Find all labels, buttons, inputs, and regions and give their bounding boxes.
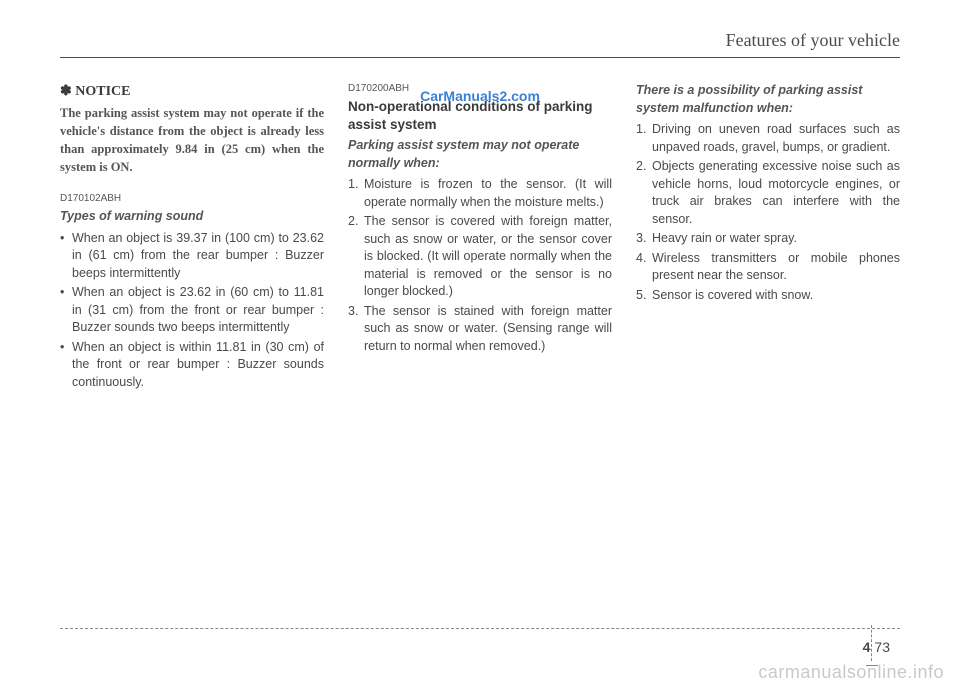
column-3: There is a possibility of parking assist… (636, 82, 900, 393)
column-2: D170200ABH Non-operational conditions of… (348, 82, 612, 393)
page-container: Features of your vehicle CarManuals2.com… (0, 0, 960, 393)
content-columns: ✽ NOTICE The parking assist system may n… (60, 82, 900, 393)
list-item: Driving on uneven road surfaces such as … (636, 121, 900, 156)
notice-body: The parking assist system may not operat… (60, 104, 324, 177)
list-item: When an object is within 11.81 in (30 cm… (60, 339, 324, 392)
bullet-list: When an object is 39.37 in (100 cm) to 2… (60, 230, 324, 392)
subheading-italic: Types of warning sound (60, 208, 324, 226)
list-item: When an object is 39.37 in (100 cm) to 2… (60, 230, 324, 283)
list-item: The sensor is stained with foreign matte… (348, 303, 612, 356)
numbered-list: Moisture is frozen to the sensor. (It wi… (348, 176, 612, 355)
page-number: 473 (863, 639, 890, 655)
notice-heading: ✽ NOTICE (60, 82, 324, 102)
list-item: Wireless transmitters or mobile phones p… (636, 250, 900, 285)
section-code: D170102ABH (60, 192, 324, 206)
watermark-bottom: carmanualsonline.info (758, 662, 944, 683)
running-head: Features of your vehicle (60, 30, 900, 58)
list-item: Heavy rain or water spray. (636, 230, 900, 248)
list-item: When an object is 23.62 in (60 cm) to 11… (60, 284, 324, 337)
subheading-italic: There is a possibility of parking assist… (636, 82, 900, 117)
list-item: The sensor is covered with foreign matte… (348, 213, 612, 301)
list-item: Objects generating excessive noise such … (636, 158, 900, 228)
footer-rule (60, 628, 900, 629)
watermark-top: CarManuals2.com (420, 88, 540, 104)
section-number: 4 (863, 639, 871, 655)
numbered-list: Driving on uneven road surfaces such as … (636, 121, 900, 304)
list-item: Moisture is frozen to the sensor. (It wi… (348, 176, 612, 211)
list-item: Sensor is covered with snow. (636, 287, 900, 305)
subheading-italic: Parking assist system may not operate no… (348, 137, 612, 172)
page-number-value: 73 (874, 639, 890, 655)
column-1: ✽ NOTICE The parking assist system may n… (60, 82, 324, 393)
